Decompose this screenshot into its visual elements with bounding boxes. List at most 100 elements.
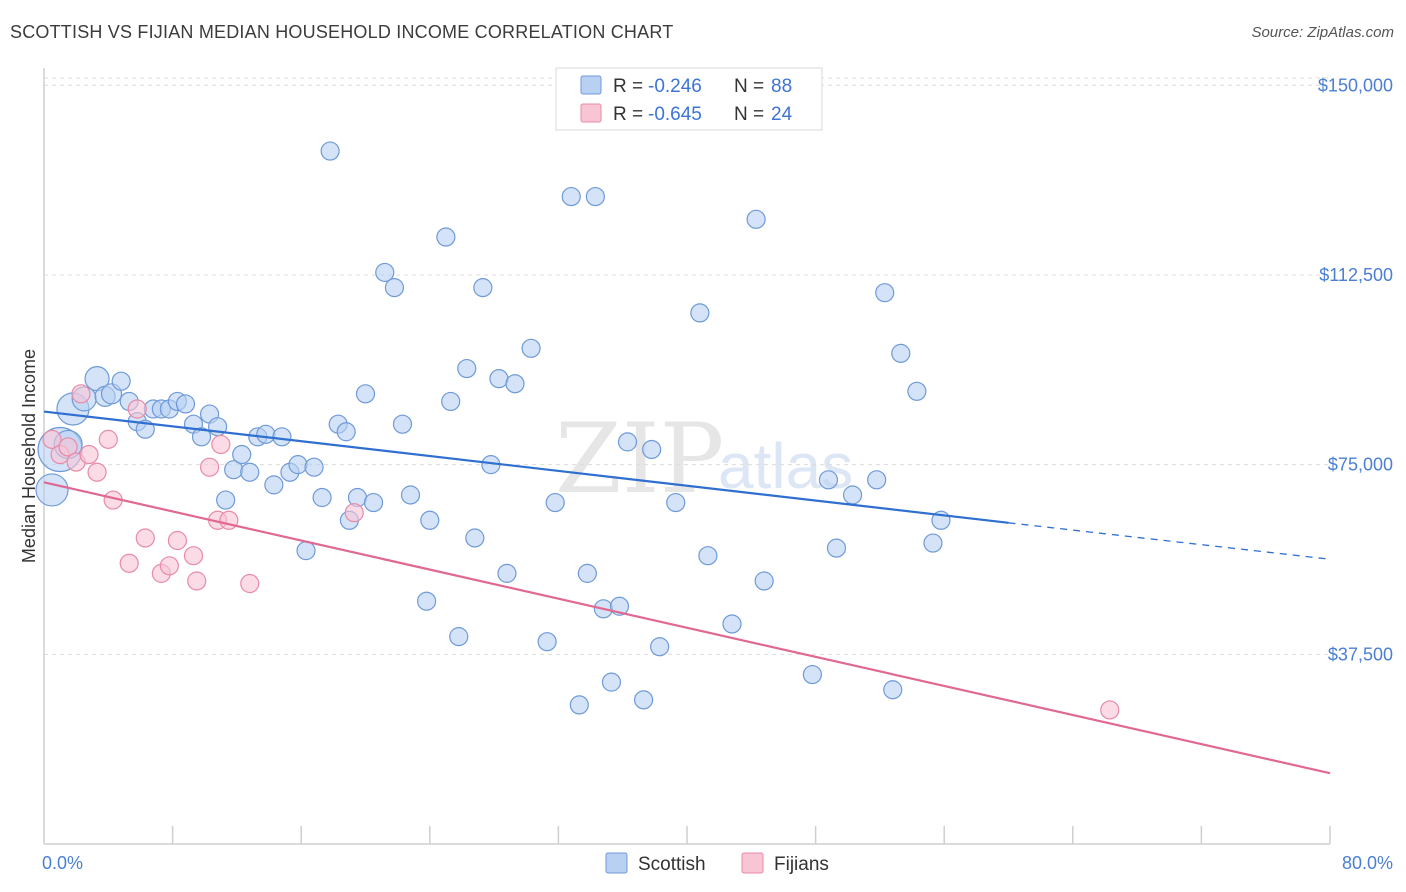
point-scottish-70 (650, 637, 670, 657)
legend-n-value-fijians: 24 (771, 104, 793, 125)
point-fijians-5 (79, 444, 99, 465)
stats-legend: R = -0.246 N = 88 R = -0.645 N = 24 (555, 67, 823, 131)
point-scottish-30 (288, 455, 308, 475)
point-fijians-2 (58, 437, 78, 457)
point-scottish-26 (256, 424, 276, 444)
bottom-legend-label-fijians: Fijians (774, 854, 829, 875)
point-fijians-11 (135, 528, 155, 548)
point-scottish-27 (264, 475, 284, 495)
point-scottish-54 (489, 369, 509, 389)
point-scottish-81 (867, 470, 887, 490)
point-scottish-85 (907, 381, 927, 401)
point-scottish-75 (746, 209, 766, 229)
point-scottish-76 (754, 571, 774, 591)
point-fijians-7 (98, 429, 118, 449)
legend-swatch-scottish (580, 75, 602, 95)
bottom-legend-swatch-fijians (741, 852, 764, 874)
y-tick-label-2: $112,500 (1319, 265, 1393, 285)
point-scottish-40 (363, 492, 384, 513)
point-scottish-33 (312, 487, 332, 508)
point-scottish-23 (232, 444, 252, 465)
point-scottish-34 (320, 141, 340, 161)
bottom-legend-swatch-scottish (605, 852, 628, 874)
trendline-scottish-extension (1008, 522, 1331, 560)
y-tick-label-0: $37,500 (1328, 644, 1393, 664)
point-scottish-50 (457, 358, 477, 379)
y-tick-label-1: $75,000 (1328, 455, 1393, 475)
point-scottish-55 (497, 563, 517, 583)
point-scottish-72 (690, 303, 710, 323)
point-scottish-48 (441, 391, 461, 412)
point-scottish-83 (883, 680, 903, 700)
point-fijians-0 (42, 429, 62, 449)
y-axis-label: Median Household Income (19, 349, 39, 563)
point-scottish-74 (722, 614, 742, 634)
series-scottish-points (35, 141, 951, 715)
point-scottish-16 (175, 394, 196, 414)
point-scottish-39 (355, 384, 376, 404)
point-fijians-17 (199, 457, 220, 477)
point-fijians-23 (1100, 700, 1120, 720)
point-scottish-51 (465, 528, 485, 548)
x-tick-label-max: 80.0% (1342, 853, 1393, 873)
trend-lines (43, 410, 1331, 775)
legend-n-label-fijians: N = (734, 104, 764, 125)
point-scottish-71 (666, 492, 686, 513)
point-fijians-14 (167, 530, 188, 551)
point-scottish-79 (826, 538, 847, 558)
point-scottish-21 (216, 490, 236, 510)
point-scottish-86 (923, 533, 943, 553)
point-scottish-82 (875, 283, 895, 303)
point-fijians-22 (344, 503, 364, 523)
point-scottish-60 (561, 186, 581, 207)
bottom-legend-label-scottish: Scottish (638, 854, 706, 875)
legend-r-value-scottish: -0.246 (648, 76, 702, 97)
legend-r-value-fijians: -0.645 (648, 104, 702, 125)
legend-r-label-scottish: R = (613, 76, 643, 97)
x-tick-label-min: 0.0% (42, 853, 83, 873)
watermark-atlas: atlas (718, 430, 853, 502)
point-scottish-57 (521, 338, 541, 358)
point-scottish-49 (449, 627, 469, 647)
y-axis-tick-labels: $37,500 $75,000 $112,500 $150,000 (1318, 75, 1393, 664)
point-scottish-59 (545, 492, 565, 513)
point-scottish-69 (642, 439, 662, 460)
point-fijians-15 (183, 546, 204, 566)
y-tick-label-3: $150,000 (1318, 75, 1393, 95)
point-scottish-24 (240, 462, 260, 482)
point-scottish-61 (569, 695, 589, 715)
point-scottish-18 (191, 427, 212, 447)
point-scottish-46 (420, 510, 440, 530)
point-fijians-13 (159, 556, 179, 576)
point-scottish-84 (891, 343, 911, 363)
point-scottish-52 (473, 278, 493, 298)
legend-swatch-fijians (580, 103, 602, 123)
series-legend: Scottish Fijians (605, 852, 829, 875)
legend-r-label-fijians: R = (613, 104, 643, 125)
source-label: Source: ZipAtlas.com (1251, 24, 1394, 41)
trendline-scottish (43, 410, 1009, 524)
point-scottish-8 (111, 371, 131, 391)
point-scottish-62 (577, 563, 597, 583)
x-axis-ticks (171, 826, 1331, 844)
point-scottish-78 (818, 470, 839, 490)
point-scottish-56 (505, 374, 525, 394)
watermark-zip: ZIP (555, 403, 724, 515)
point-scottish-63 (585, 186, 605, 207)
point-scottish-68 (633, 690, 654, 710)
point-scottish-43 (392, 414, 413, 434)
point-scottish-31 (296, 541, 316, 561)
series-fijians-points (42, 384, 1120, 720)
gridlines (44, 77, 1330, 655)
point-scottish-67 (617, 432, 638, 452)
legend-n-label-scottish: N = (734, 76, 764, 97)
point-scottish-73 (698, 546, 718, 566)
point-scottish-65 (601, 672, 622, 692)
point-scottish-80 (842, 485, 863, 505)
point-fijians-21 (240, 573, 260, 594)
point-scottish-45 (416, 591, 437, 611)
point-scottish-42 (384, 278, 405, 298)
point-fijians-10 (127, 399, 147, 419)
point-scottish-44 (400, 485, 421, 505)
